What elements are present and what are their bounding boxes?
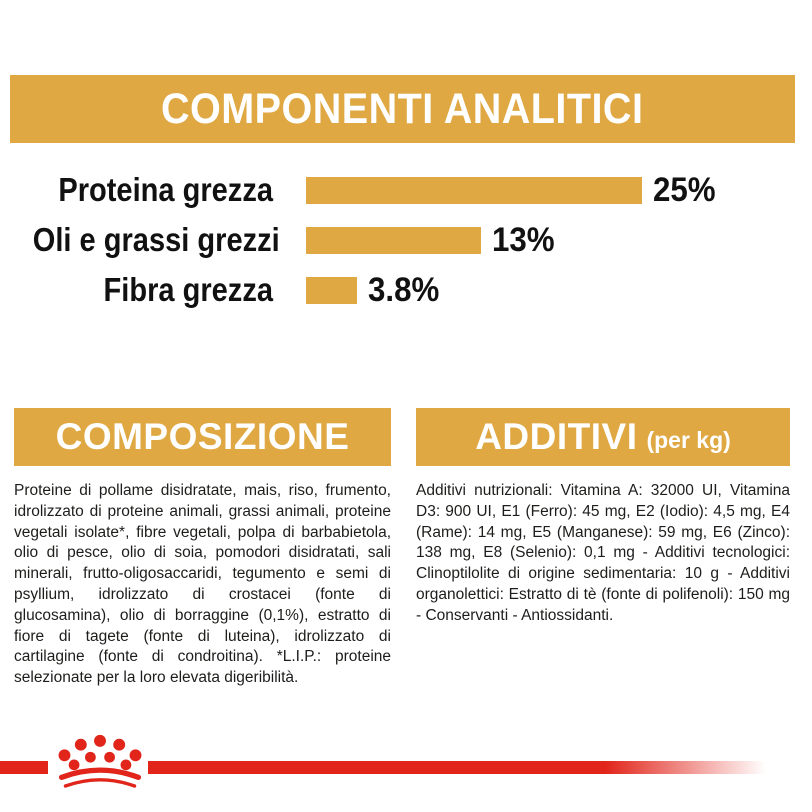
analytical-components-header: COMPONENTI ANALITICI xyxy=(10,75,795,143)
chart-row: Proteina grezza 25% xyxy=(0,165,812,215)
royal-canin-crown-logo xyxy=(58,734,142,788)
additives-title: ADDITIVI xyxy=(475,416,638,457)
chart-bar xyxy=(306,226,481,254)
composition-section: COMPOSIZIONE Proteine di pollame disidra… xyxy=(14,408,391,689)
analytical-components-chart: Proteina grezza 25% Oli e grassi grezzi … xyxy=(0,165,812,315)
additives-subtitle: (per kg) xyxy=(646,426,731,453)
chart-row: Oli e grassi grezzi 13% xyxy=(0,215,812,265)
chart-value-label: 3.8% xyxy=(368,270,440,309)
additives-header: ADDITIVI (per kg) xyxy=(416,408,790,466)
analytical-components-title: COMPONENTI ANALITICI xyxy=(161,84,644,133)
additives-section: ADDITIVI (per kg) Additivi nutrizionali:… xyxy=(416,408,790,627)
chart-category-label: Oli e grassi grezzi xyxy=(32,221,280,258)
composition-header: COMPOSIZIONE xyxy=(14,408,391,466)
chart-category-label: Fibra grezza xyxy=(103,271,274,308)
chart-bar xyxy=(306,276,357,304)
additives-body-text: Additivi nutrizionali: Vitamina A: 32000… xyxy=(416,482,790,624)
chart-value-label: 25% xyxy=(653,170,716,209)
chart-bar xyxy=(306,176,642,204)
footer-red-bar-left xyxy=(0,761,48,774)
chart-value-label: 13% xyxy=(492,220,555,259)
composition-body-text: Proteine di pollame disidratate, mais, r… xyxy=(14,482,391,687)
chart-row: Fibra grezza 3.8% xyxy=(0,265,812,315)
composition-title: COMPOSIZIONE xyxy=(55,416,350,457)
chart-category-label: Proteina grezza xyxy=(58,171,274,208)
footer-red-bar-right xyxy=(148,761,766,774)
